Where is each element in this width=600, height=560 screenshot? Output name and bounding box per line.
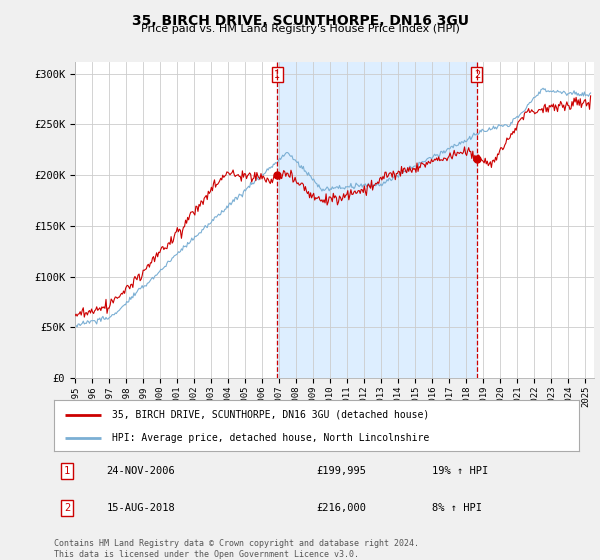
Text: 35, BIRCH DRIVE, SCUNTHORPE, DN16 3GU (detached house): 35, BIRCH DRIVE, SCUNTHORPE, DN16 3GU (d… (112, 409, 429, 419)
Text: 15-AUG-2018: 15-AUG-2018 (107, 503, 175, 513)
Text: HPI: Average price, detached house, North Lincolnshire: HPI: Average price, detached house, Nort… (112, 433, 429, 443)
Text: 2: 2 (64, 503, 70, 513)
Bar (277, 62, 477, 378)
Text: £199,995: £199,995 (317, 466, 367, 476)
Text: 1: 1 (64, 466, 70, 476)
Text: 2: 2 (474, 70, 480, 80)
Text: 19% ↑ HPI: 19% ↑ HPI (432, 466, 488, 476)
Text: 35, BIRCH DRIVE, SCUNTHORPE, DN16 3GU: 35, BIRCH DRIVE, SCUNTHORPE, DN16 3GU (131, 14, 469, 28)
Text: Contains HM Land Registry data © Crown copyright and database right 2024.
This d: Contains HM Land Registry data © Crown c… (54, 539, 419, 559)
Text: 24-NOV-2006: 24-NOV-2006 (107, 466, 175, 476)
Text: 1: 1 (274, 70, 281, 80)
Text: £216,000: £216,000 (317, 503, 367, 513)
Text: Price paid vs. HM Land Registry's House Price Index (HPI): Price paid vs. HM Land Registry's House … (140, 24, 460, 34)
Text: 8% ↑ HPI: 8% ↑ HPI (432, 503, 482, 513)
